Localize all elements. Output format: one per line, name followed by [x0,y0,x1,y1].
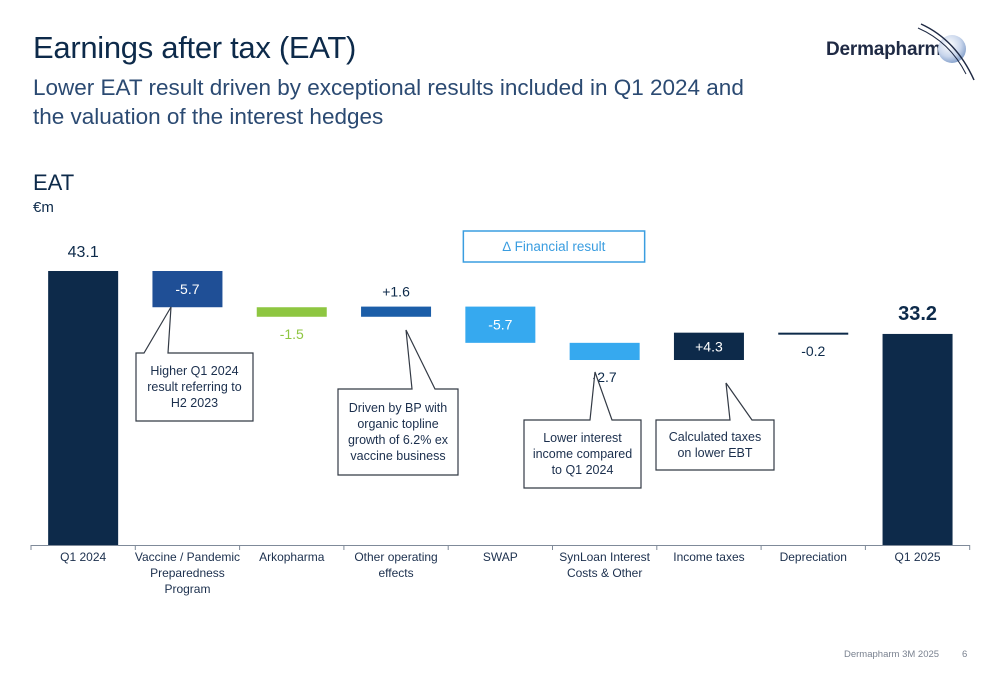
bar-4 [465,306,536,343]
data-label-2: -1.5 [280,326,304,342]
logo-text: Dermapharm [826,39,942,60]
financial-result-bracket [462,230,646,263]
page-subtitle: Lower EAT result driven by exceptional r… [33,75,744,129]
tick-label-7: Depreciation [780,550,847,564]
page-number: 6 [962,649,968,660]
data-label-0: 43.1 [68,244,99,261]
bar-0 [48,271,119,545]
bar-1 [152,271,223,308]
callout-box-2 [523,371,642,489]
tick-label-8: Q1 2025 [895,550,941,564]
data-label-4: -5.7 [488,317,512,333]
tick-label-4: SWAP [483,550,518,564]
tick-label-0: Q1 2024 [60,550,106,564]
financial-result-label: ∆ Financial result [503,239,606,254]
chart-unit: €m [33,199,54,216]
callout-text-2: Lower interest income compared to Q1 2024 [533,431,632,477]
bar-7 [778,332,849,335]
tick-label-5: SynLoan Interest Costs & Other [559,550,650,580]
bar-8 [882,333,953,545]
tick-label-3: Other operating effects [354,550,437,580]
bar-6 [673,332,744,361]
tick-label-1: Vaccine / Pandemic Preparedness Program [135,550,240,596]
bar-2 [256,307,327,317]
callout-box-0 [135,306,254,422]
company-logo: Dermapharm [826,22,976,84]
bar-5 [569,342,640,361]
data-label-8: 33.2 [898,303,937,325]
data-label-7: -0.2 [801,343,825,359]
tick-label-6: Income taxes [673,550,744,564]
callout-text-0: Higher Q1 2024 result referring to H2 2023 [147,364,242,410]
data-label-1: -5.7 [175,281,199,297]
callout-text-3: Calculated taxes on lower EBT [669,430,761,460]
callout-box-1 [337,329,459,476]
chart-title: EAT [33,170,75,195]
bar-3 [361,306,432,317]
callout-text-1: Driven by BP with organic topline growth o… [348,401,449,463]
data-label-6: +4.3 [695,338,723,354]
logo-swoosh-icon [917,23,975,81]
data-label-3: +1.6 [382,284,410,300]
callout-box-3 [655,382,775,471]
page-title: Earnings after tax (EAT) [33,30,357,65]
tick-label-2: Arkopharma [259,550,325,564]
footer-source: Dermapharm 3M 2025 [844,649,940,660]
